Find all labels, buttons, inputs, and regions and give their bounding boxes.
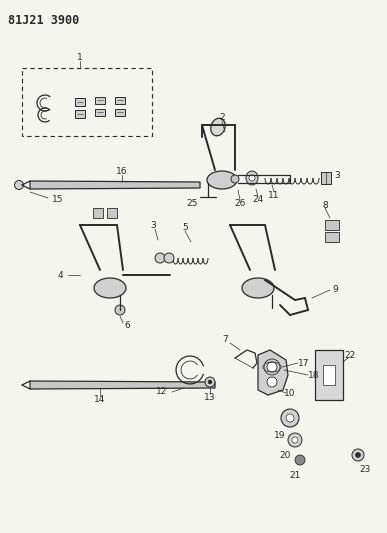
Polygon shape [258,350,288,395]
Text: 13: 13 [204,393,216,402]
Bar [75,110,85,118]
Bar [321,172,331,184]
Bar [22,68,152,136]
Text: 2: 2 [219,114,225,123]
Circle shape [286,414,294,422]
Circle shape [295,455,305,465]
Circle shape [208,380,212,384]
Bar [115,109,125,116]
Text: 17: 17 [298,359,310,367]
Bar [95,109,105,116]
Text: 5: 5 [182,223,188,232]
Bar [107,208,117,218]
Circle shape [267,362,277,372]
Text: 1: 1 [77,53,83,62]
Bar [115,96,125,103]
Ellipse shape [94,278,126,298]
Circle shape [155,253,165,263]
Text: 12: 12 [156,387,168,397]
Circle shape [14,181,24,190]
Bar [315,350,343,400]
Bar [75,98,85,106]
Ellipse shape [207,171,237,189]
Circle shape [205,377,215,387]
Polygon shape [30,381,215,389]
Text: 81J21 3900: 81J21 3900 [8,14,79,27]
Circle shape [292,437,298,443]
Circle shape [288,433,302,447]
Circle shape [267,377,277,387]
Text: 8: 8 [322,200,328,209]
Ellipse shape [246,171,258,185]
Bar [93,208,103,218]
Ellipse shape [242,278,274,298]
Text: 18: 18 [308,370,320,379]
Bar [325,220,339,230]
Bar [95,96,105,103]
Text: 14: 14 [94,395,106,405]
Circle shape [231,175,239,183]
Text: 15: 15 [52,196,64,205]
Circle shape [281,409,299,427]
Text: 25: 25 [186,198,198,207]
Text: 11: 11 [268,190,280,199]
Bar [325,232,339,242]
Circle shape [356,453,361,457]
Text: 3: 3 [150,221,156,230]
Text: 26: 26 [234,198,246,207]
Text: 23: 23 [359,465,371,474]
Text: 22: 22 [344,351,356,359]
Text: 24: 24 [252,196,264,205]
Text: 3: 3 [334,172,340,181]
Text: 20: 20 [279,450,291,459]
Text: 21: 21 [289,471,301,480]
Text: 4: 4 [57,271,63,279]
Circle shape [249,175,255,181]
Circle shape [164,253,174,263]
Text: 10: 10 [284,389,296,398]
Text: 9: 9 [332,286,338,295]
Polygon shape [30,181,200,189]
Circle shape [115,305,125,315]
Text: 19: 19 [274,431,286,440]
Ellipse shape [211,118,225,136]
Bar [323,365,335,385]
Circle shape [352,449,364,461]
Text: 6: 6 [124,320,130,329]
Text: 7: 7 [222,335,228,344]
Text: 16: 16 [116,167,128,176]
